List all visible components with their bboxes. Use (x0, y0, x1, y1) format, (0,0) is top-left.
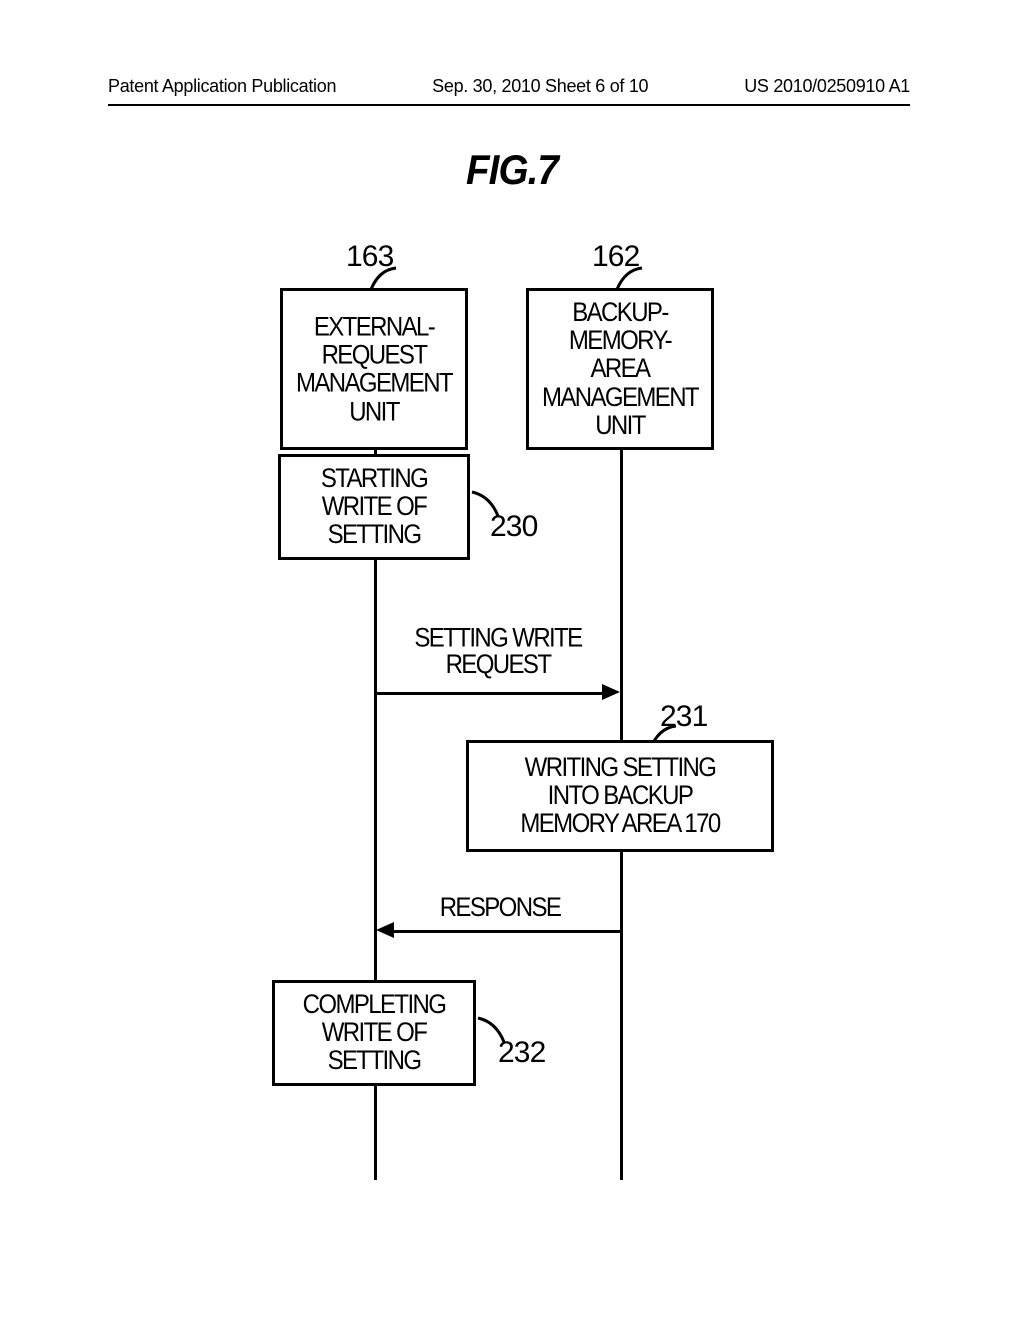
msg-response: RESPONSE (420, 895, 580, 922)
completing-write-box: COMPLETING WRITE OF SETTING (272, 980, 476, 1086)
header-pub: US 2010/0250910 A1 (744, 76, 910, 97)
backup-memory-unit-label: BACKUP- MEMORY- AREA MANAGEMENT UNIT (542, 298, 698, 439)
external-request-unit-box: EXTERNAL- REQUEST MANAGEMENT UNIT (280, 288, 468, 450)
header-left: Patent Application Publication (108, 76, 336, 97)
ref-230: 230 (490, 510, 537, 544)
writing-backup-box: WRITING SETTING INTO BACKUP MEMORY AREA … (466, 740, 774, 852)
completing-write-label: COMPLETING WRITE OF SETTING (303, 991, 446, 1076)
arrowhead-response (376, 922, 394, 938)
ref-232: 232 (498, 1036, 545, 1070)
arrowhead-request (602, 684, 620, 700)
sequence-diagram: 163 162 EXTERNAL- REQUEST MANAGEMENT UNI… (0, 240, 1024, 1200)
header-rule (108, 104, 910, 106)
writing-backup-label: WRITING SETTING INTO BACKUP MEMORY AREA … (520, 754, 719, 839)
page: Patent Application Publication Sep. 30, … (0, 0, 1024, 1320)
starting-write-label: STARTING WRITE OF SETTING (321, 465, 427, 550)
backup-memory-unit-box: BACKUP- MEMORY- AREA MANAGEMENT UNIT (526, 288, 714, 450)
page-header: Patent Application Publication Sep. 30, … (0, 76, 1024, 97)
starting-write-box: STARTING WRITE OF SETTING (278, 454, 470, 560)
msg-setting-write-request: SETTING WRITE REQUEST (398, 625, 598, 680)
figure-title: FIG.7 (41, 146, 983, 194)
arrow-request (377, 692, 605, 695)
header-date: Sep. 30, 2010 Sheet 6 of 10 (432, 76, 648, 97)
arrow-response (392, 930, 620, 933)
external-request-unit-label: EXTERNAL- REQUEST MANAGEMENT UNIT (296, 313, 452, 426)
